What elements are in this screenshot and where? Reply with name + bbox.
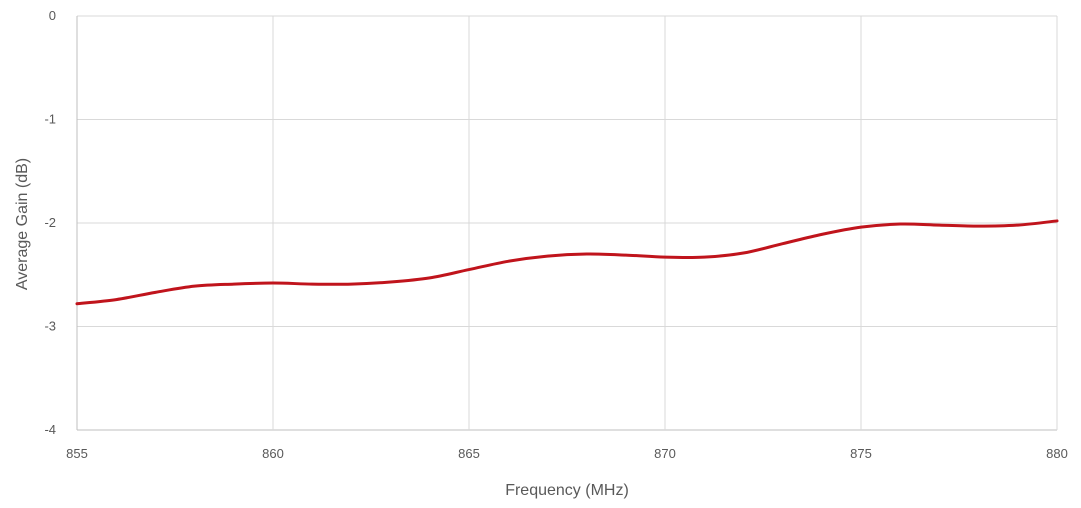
- x-tick-label: 865: [458, 446, 480, 461]
- x-axis-title: Frequency (MHz): [505, 482, 629, 499]
- x-tick-label: 860: [262, 446, 284, 461]
- x-tick-label: 870: [654, 446, 676, 461]
- x-tick-label: 875: [850, 446, 872, 461]
- y-tick-label: 0: [49, 8, 56, 23]
- series-layer: [75, 219, 1059, 306]
- y-axis-title: Average Gain (dB): [14, 158, 31, 290]
- average-gain-line: [75, 219, 1059, 306]
- x-tick-label: 855: [66, 446, 88, 461]
- y-tick-label: -4: [44, 422, 56, 437]
- y-tick-label: -1: [44, 112, 56, 127]
- grid: [76, 15, 1058, 431]
- x-tick-label: 880: [1046, 446, 1068, 461]
- y-tick-label: -3: [44, 319, 56, 334]
- tick-labels: 0 -1 -2 -3 -4 855 860 865 870 875 880: [44, 8, 1067, 461]
- y-tick-label: -2: [44, 215, 56, 230]
